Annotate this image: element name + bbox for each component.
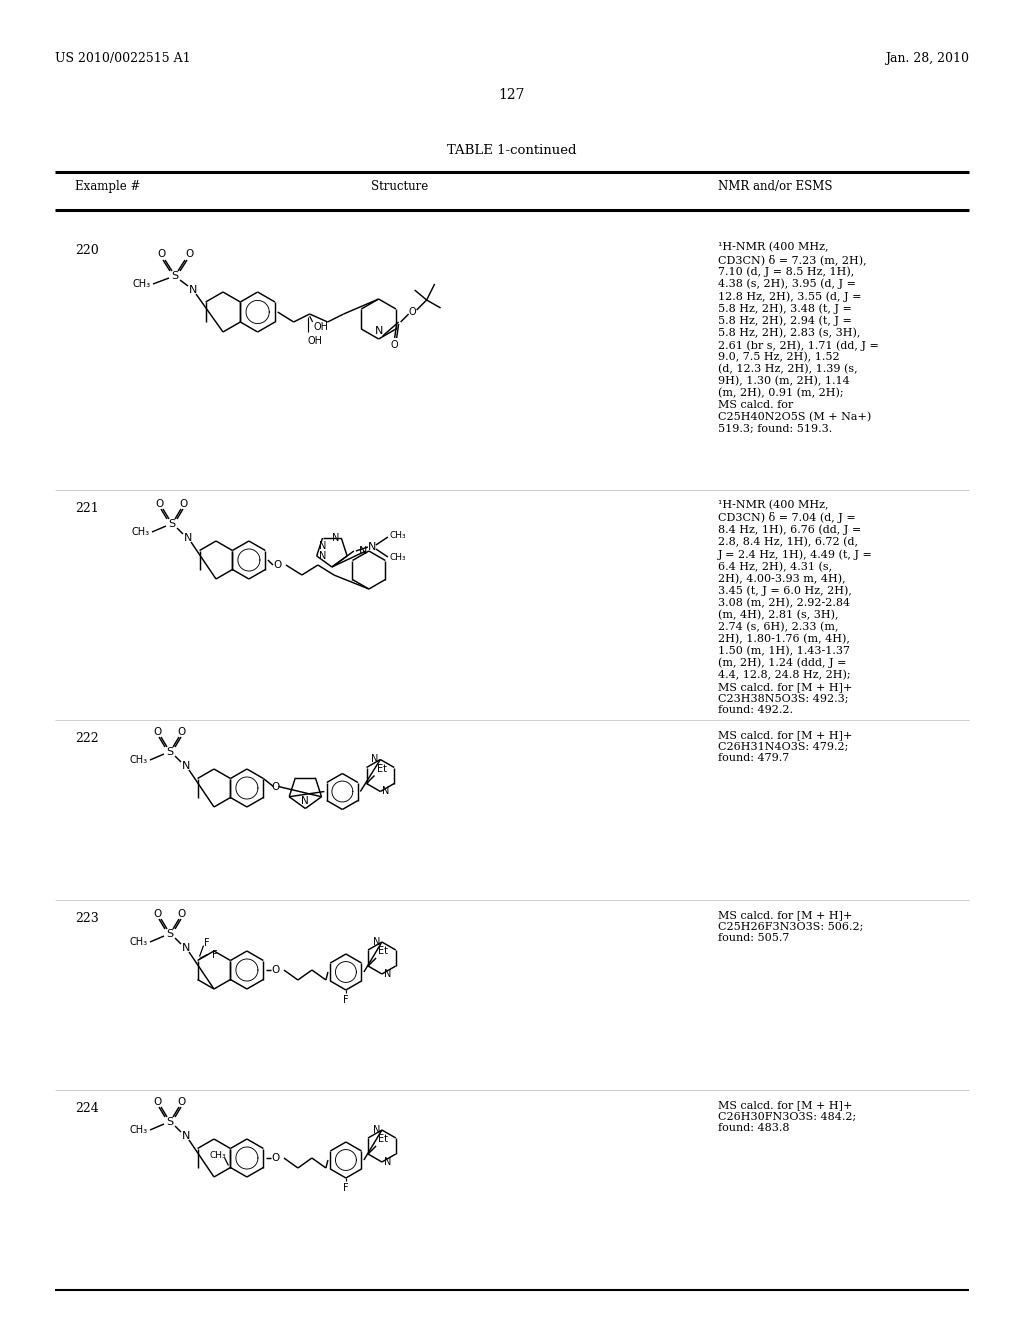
Text: N: N	[384, 1158, 391, 1167]
Text: N: N	[182, 1131, 190, 1140]
Text: O: O	[271, 781, 280, 792]
Text: Jan. 28, 2010: Jan. 28, 2010	[885, 51, 969, 65]
Text: N: N	[188, 285, 198, 294]
Text: O: O	[154, 727, 162, 737]
Text: ¹H-NMR (400 MHz,
CD3CN) δ = 7.23 (m, 2H),
7.10 (d, J = 8.5 Hz, 1H),
4.38 (s, 2H): ¹H-NMR (400 MHz, CD3CN) δ = 7.23 (m, 2H)…	[718, 242, 879, 434]
Text: N: N	[318, 550, 326, 561]
Text: O: O	[178, 1097, 186, 1107]
Text: S: S	[171, 271, 178, 281]
Text: NMR and/or ESMS: NMR and/or ESMS	[718, 180, 833, 193]
Text: N: N	[373, 937, 380, 946]
Text: 223: 223	[75, 912, 98, 925]
Text: O: O	[157, 249, 165, 259]
Text: 127: 127	[499, 88, 525, 102]
Text: O: O	[154, 1097, 162, 1107]
Text: N: N	[368, 543, 376, 552]
Text: CH₃: CH₃	[210, 1151, 226, 1160]
Text: MS calcd. for [M + H]+
C25H26F3N3O3S: 506.2;
found: 505.7: MS calcd. for [M + H]+ C25H26F3N3O3S: 50…	[718, 909, 863, 944]
Text: N: N	[182, 942, 190, 953]
Text: Structure: Structure	[372, 180, 429, 193]
Text: ¹H-NMR (400 MHz,
CD3CN) δ = 7.04 (d, J =
8.4 Hz, 1H), 6.76 (dd, J =
2.8, 8.4 Hz,: ¹H-NMR (400 MHz, CD3CN) δ = 7.04 (d, J =…	[718, 500, 872, 715]
Text: O: O	[409, 308, 417, 317]
Text: MS calcd. for [M + H]+
C26H30FN3O3S: 484.2;
found: 483.8: MS calcd. for [M + H]+ C26H30FN3O3S: 484…	[718, 1100, 856, 1133]
Text: N: N	[318, 541, 327, 550]
Text: N: N	[384, 969, 391, 979]
Text: S: S	[168, 519, 175, 529]
Text: O: O	[156, 499, 164, 510]
Text: O: O	[391, 341, 398, 350]
Text: O: O	[178, 909, 186, 919]
Text: 220: 220	[75, 244, 98, 257]
Text: Et: Et	[378, 946, 388, 956]
Text: O: O	[180, 499, 188, 510]
Text: Et: Et	[378, 1134, 388, 1144]
Text: Example #: Example #	[75, 180, 140, 193]
Text: N: N	[184, 533, 193, 543]
Text: N: N	[301, 796, 309, 805]
Text: N: N	[371, 755, 378, 764]
Text: O: O	[271, 1152, 280, 1163]
Text: TABLE 1-continued: TABLE 1-continued	[447, 144, 577, 157]
Text: 224: 224	[75, 1102, 98, 1115]
Text: MS calcd. for [M + H]+
C26H31N4O3S: 479.2;
found: 479.7: MS calcd. for [M + H]+ C26H31N4O3S: 479.…	[718, 730, 852, 763]
Text: OH: OH	[307, 337, 323, 346]
Text: CH₃: CH₃	[130, 755, 148, 766]
Text: F: F	[212, 949, 217, 960]
Text: O: O	[273, 560, 282, 570]
Text: US 2010/0022515 A1: US 2010/0022515 A1	[55, 51, 190, 65]
Text: O: O	[271, 965, 280, 975]
Text: 221: 221	[75, 502, 98, 515]
Text: 222: 222	[75, 733, 98, 744]
Text: Et: Et	[377, 763, 386, 774]
Text: CH₃: CH₃	[130, 937, 148, 946]
Text: CH₃: CH₃	[132, 527, 150, 537]
Text: S: S	[167, 929, 173, 939]
Text: N: N	[332, 533, 339, 543]
Text: N: N	[358, 546, 367, 556]
Text: O: O	[178, 727, 186, 737]
Text: CH₃: CH₃	[133, 279, 151, 289]
Text: O: O	[154, 909, 162, 919]
Text: S: S	[167, 747, 173, 756]
Text: N: N	[373, 1125, 380, 1135]
Text: F: F	[343, 1183, 349, 1193]
Text: S: S	[167, 1117, 173, 1127]
Text: F: F	[343, 995, 349, 1005]
Text: CH₃: CH₃	[130, 1125, 148, 1135]
Text: N: N	[375, 326, 383, 337]
Text: CH₃: CH₃	[390, 553, 407, 561]
Text: N: N	[382, 787, 390, 796]
Text: F: F	[204, 937, 209, 948]
Text: N: N	[182, 762, 190, 771]
Text: O: O	[185, 249, 194, 259]
Text: CH₃: CH₃	[390, 531, 407, 540]
Text: OH: OH	[313, 322, 329, 333]
